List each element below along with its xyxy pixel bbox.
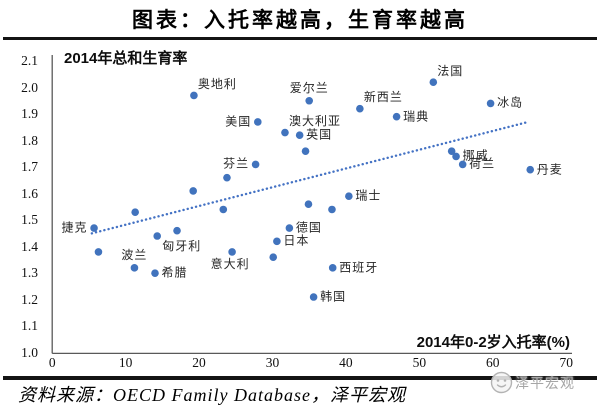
- data-point-瑞士: [345, 192, 353, 201]
- point-label-英国: 英国: [306, 127, 333, 142]
- x-tick-label: 0: [48, 355, 56, 370]
- data-point-荷兰: [458, 160, 467, 169]
- title-separator-line: [3, 37, 597, 40]
- point-label-美国: 美国: [225, 114, 252, 129]
- y-tick-label: 1.3: [21, 265, 38, 281]
- point-label-法国: 法国: [437, 63, 464, 78]
- source-note: 资料来源：OECD Family Database，泽平宏观: [18, 385, 406, 405]
- point-label-捷克: 捷克: [61, 220, 88, 235]
- point-label-匈牙利: 匈牙利: [162, 239, 202, 253]
- data-point-英国: [295, 131, 304, 140]
- data-point-捷克: [90, 224, 98, 232]
- x-tick-label: 50: [412, 355, 427, 370]
- data-point: [301, 147, 310, 155]
- y-tick-label: 1.2: [21, 291, 38, 307]
- data-point: [131, 208, 139, 216]
- data-point-法国: [429, 78, 438, 86]
- point-label-意大利: 意大利: [210, 257, 250, 272]
- point-label-德国: 德国: [295, 220, 322, 235]
- data-point: [189, 187, 197, 195]
- point-label-韩国: 韩国: [320, 289, 347, 304]
- y-tick-label: 1.6: [21, 185, 38, 201]
- data-point-希腊: [151, 269, 159, 277]
- brand-name: 泽平宏观: [515, 374, 575, 391]
- data-point-意大利: [228, 248, 236, 256]
- x-tick-label: 70: [559, 355, 573, 370]
- data-point: [173, 226, 181, 235]
- point-label-爱尔兰: 爱尔兰: [289, 80, 329, 95]
- y-tick-label: 2.0: [21, 79, 38, 95]
- y-tick-label: 1.7: [21, 159, 38, 175]
- y-tick-label: 1.5: [21, 212, 38, 228]
- y-tick-label: 2.1: [21, 52, 38, 68]
- data-point-芬兰: [251, 160, 260, 169]
- data-point: [94, 248, 103, 256]
- data-point-西班牙: [328, 264, 337, 272]
- point-label-丹麦: 丹麦: [536, 162, 563, 177]
- brand-watermark: 泽平宏观: [490, 371, 575, 394]
- data-point: [328, 205, 336, 214]
- point-label-瑞典: 瑞典: [403, 109, 430, 124]
- data-point-匈牙利: [153, 232, 162, 240]
- point-label-波兰: 波兰: [121, 247, 148, 262]
- x-tick-label: 10: [118, 355, 133, 370]
- point-label-日本: 日本: [283, 233, 310, 248]
- footer-separator-line: [3, 376, 597, 380]
- y-tick-label: 1.9: [21, 106, 38, 122]
- x-tick-label: 30: [265, 355, 280, 370]
- point-label-芬兰: 芬兰: [223, 156, 250, 171]
- data-point-波兰: [130, 264, 139, 272]
- data-point-韩国: [309, 293, 318, 301]
- point-label-瑞士: 瑞士: [355, 188, 382, 203]
- data-point: [219, 205, 228, 214]
- y-tick-label: 1.1: [21, 318, 38, 334]
- data-point-新西兰: [356, 104, 364, 113]
- x-axis-title: 2014年0-2岁入托率(%): [416, 334, 570, 351]
- x-tick-label: 60: [486, 355, 500, 370]
- y-tick-label: 1.4: [21, 238, 38, 254]
- point-label-奥地利: 奥地利: [197, 76, 237, 91]
- data-point: [304, 200, 313, 208]
- data-point-日本: [273, 237, 281, 246]
- y-tick-label: 1.0: [21, 344, 38, 360]
- y-tick-label: 1.8: [21, 132, 38, 148]
- data-point-瑞典: [392, 112, 401, 121]
- brand-logo-icon: [490, 371, 513, 394]
- point-label-澳大利亚: 澳大利亚: [288, 114, 341, 129]
- x-tick-label: 20: [192, 355, 206, 370]
- point-label-冰岛: 冰岛: [497, 95, 524, 110]
- page-title: 图表：入托率越高，生育率越高: [132, 8, 468, 32]
- data-point: [447, 147, 456, 155]
- data-point-澳大利亚: [281, 128, 289, 137]
- data-point-爱尔兰: [305, 96, 314, 105]
- data-point-奥地利: [190, 91, 198, 100]
- y-axis-title: 2014年总和生育率: [64, 50, 188, 67]
- data-point-丹麦: [526, 165, 535, 174]
- data-point-挪威: [452, 152, 460, 161]
- data-point: [223, 173, 231, 182]
- data-point-美国: [254, 118, 262, 126]
- data-point-冰岛: [486, 99, 495, 108]
- point-label-西班牙: 西班牙: [339, 260, 379, 275]
- point-label-新西兰: 新西兰: [363, 90, 403, 105]
- data-point-德国: [285, 224, 294, 232]
- data-point: [269, 253, 278, 262]
- point-label-挪威: 挪威: [462, 148, 489, 163]
- trend-line: [90, 120, 530, 235]
- x-tick-label: 40: [339, 355, 353, 370]
- point-label-荷兰: 荷兰: [469, 156, 496, 171]
- point-label-希腊: 希腊: [161, 265, 188, 280]
